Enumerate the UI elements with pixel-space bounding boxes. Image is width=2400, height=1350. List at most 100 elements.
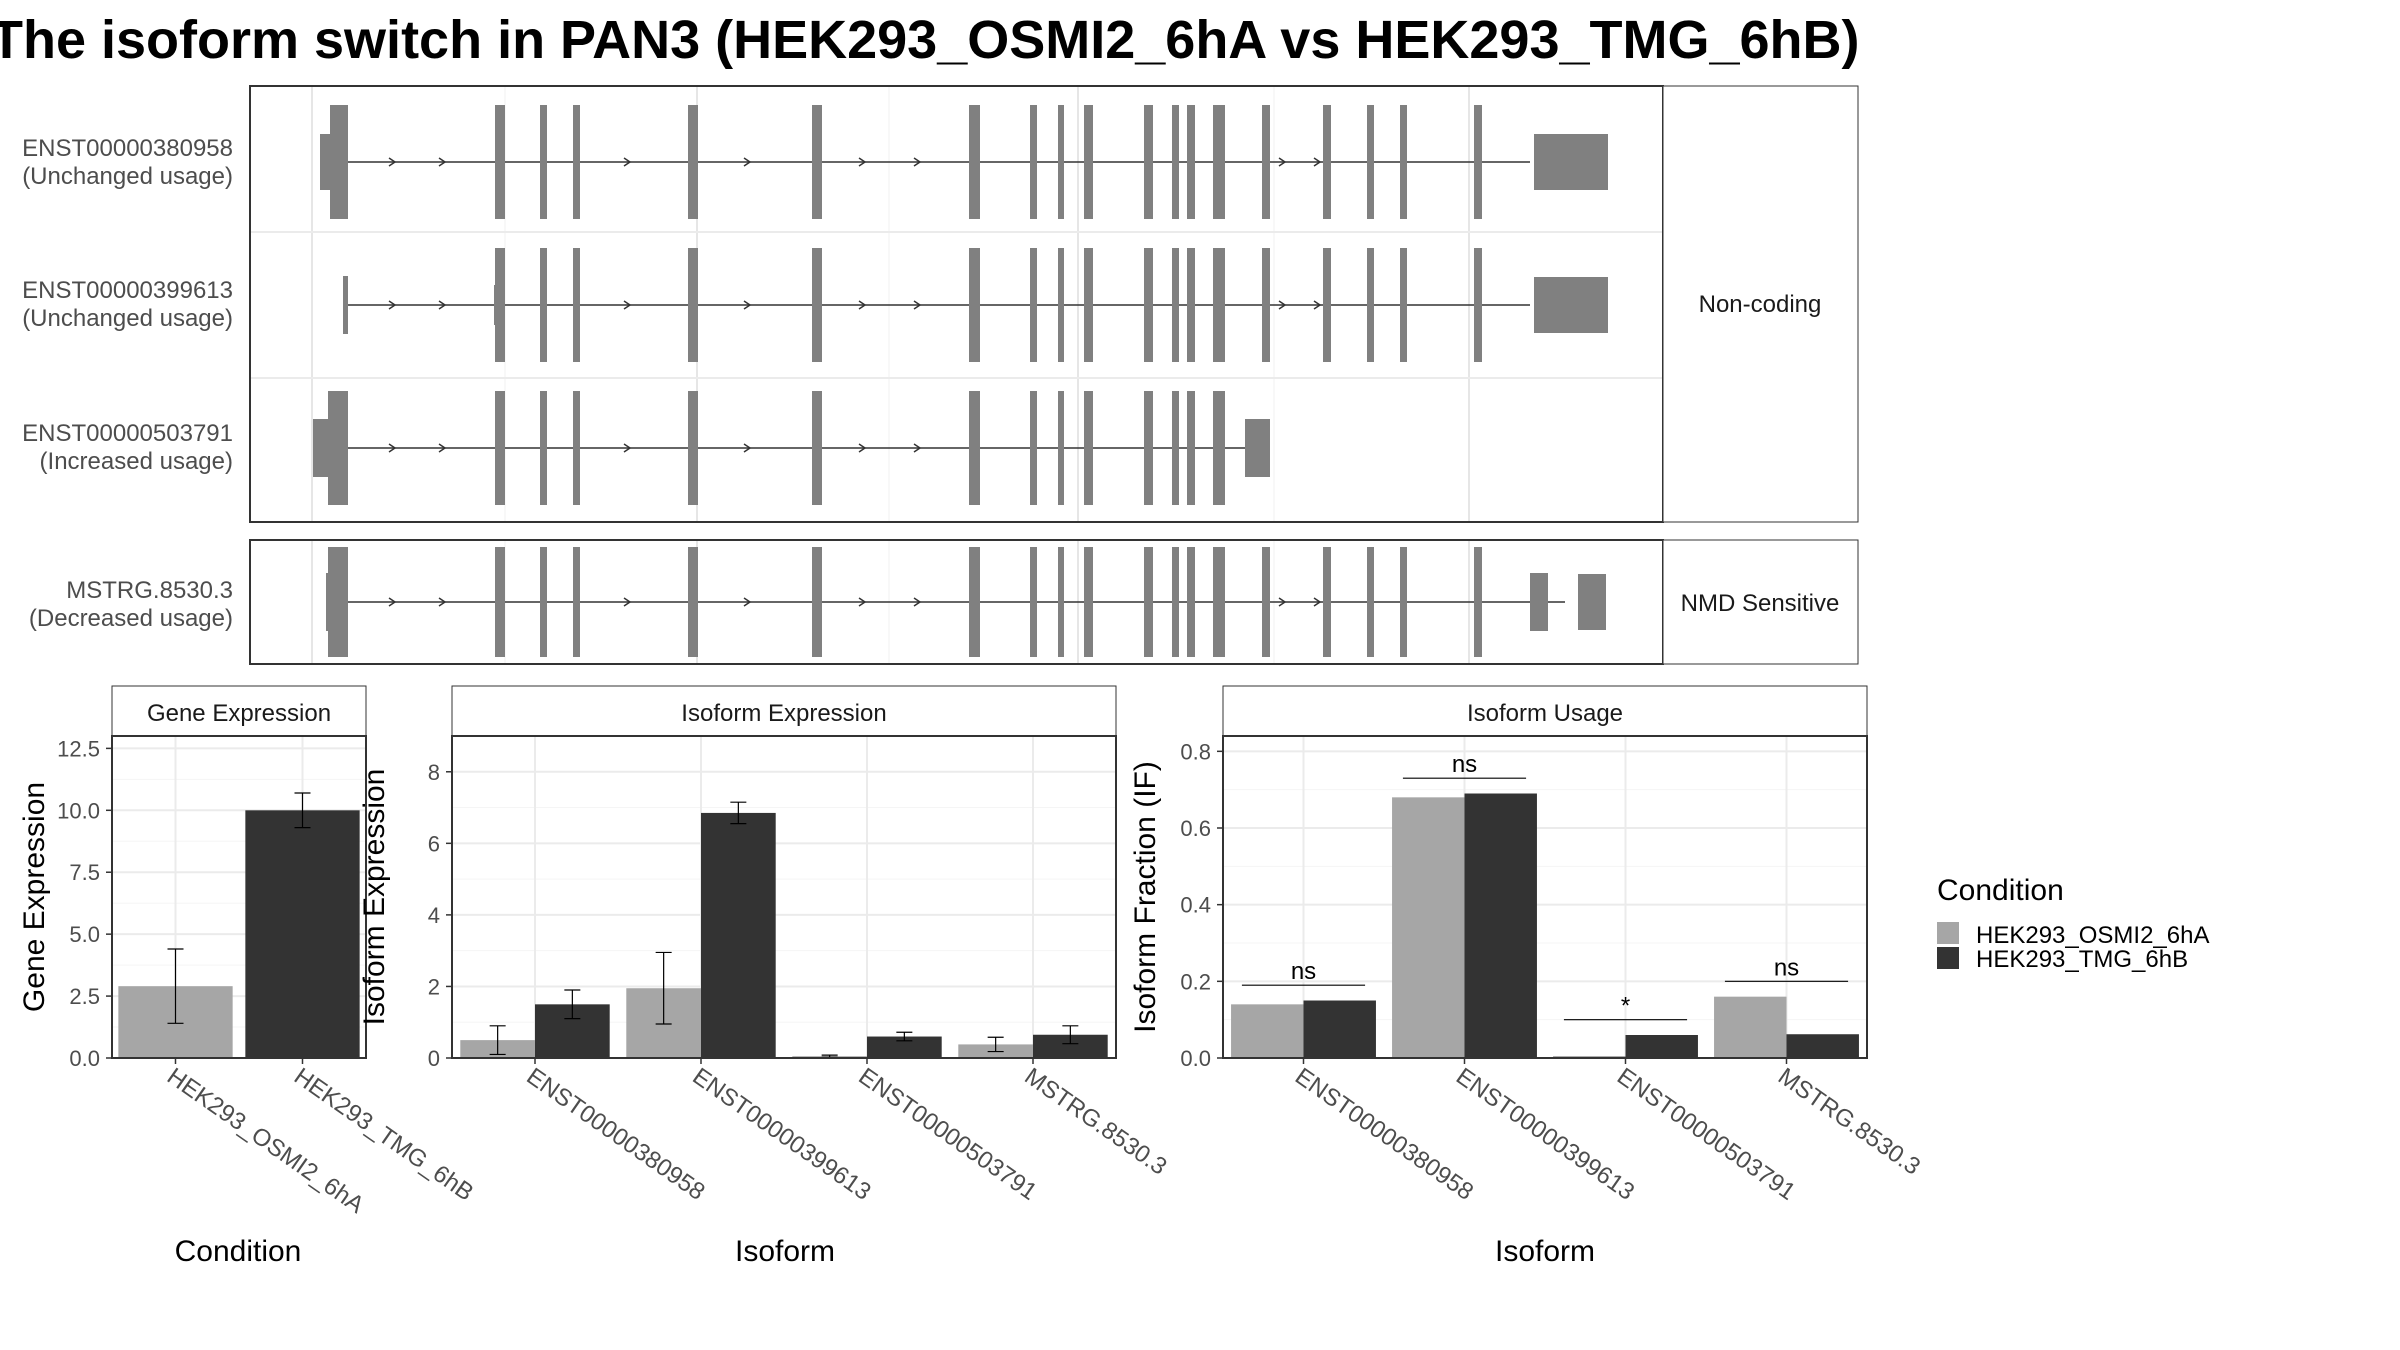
exon <box>343 276 348 334</box>
intron-arrow <box>388 443 397 453</box>
exon <box>573 248 580 362</box>
y-tick-label: 0.4 <box>1180 893 1211 918</box>
exon <box>1400 105 1407 219</box>
transcript-row-3 <box>313 391 1270 505</box>
significance-label: ns <box>1291 958 1316 985</box>
exon <box>1262 547 1270 657</box>
y-tick-label: 0.6 <box>1180 816 1211 841</box>
exon <box>1474 248 1482 362</box>
transcript-id-1: ENST00000380958 <box>22 135 233 162</box>
y-axis-label: Isoform Expression <box>358 769 391 1026</box>
exon <box>495 391 505 505</box>
exon <box>688 248 698 362</box>
exon <box>1144 248 1153 362</box>
exon <box>540 391 547 505</box>
exon <box>1474 105 1482 219</box>
transcript-usage-4: (Decreased usage) <box>29 605 233 632</box>
transcript-id-3: ENST00000503791 <box>22 420 233 447</box>
exon <box>812 105 822 219</box>
intron-arrow <box>1313 300 1322 310</box>
bar-HEK293_OSMI2_6hA-MSTRG.8530.3 <box>1714 996 1787 1058</box>
intron-arrow <box>1313 157 1322 167</box>
intron-arrow <box>858 443 867 453</box>
transcript-id-4: MSTRG.8530.3 <box>66 577 233 604</box>
exon <box>1213 248 1225 362</box>
bar-HEK293_OSMI2_6hA-ENST00000399613 <box>1392 797 1465 1058</box>
intron-arrow <box>1278 597 1287 607</box>
chart-panel-2: Isoform Expression02468ENST00000380958EN… <box>358 685 1172 1268</box>
exon <box>1172 547 1179 657</box>
exon <box>1367 547 1374 657</box>
x-axis-label: Isoform <box>1495 1235 1595 1268</box>
exon <box>812 547 822 657</box>
exon <box>1058 248 1064 362</box>
significance-label: * <box>1621 993 1630 1020</box>
significance-label: ns <box>1452 751 1477 778</box>
exon <box>1578 574 1606 630</box>
y-axis-label: Isoform Fraction (IF) <box>1129 761 1162 1033</box>
exon <box>1172 391 1179 505</box>
exon <box>1172 248 1179 362</box>
transcript-rows <box>313 105 1608 657</box>
y-tick-label: 0 <box>428 1046 440 1071</box>
exon <box>495 105 505 219</box>
chart-title: Isoform Usage <box>1467 700 1623 727</box>
structure-grid <box>250 86 1663 664</box>
error-bar <box>564 989 581 1020</box>
exon <box>1534 134 1608 190</box>
exon <box>969 248 980 362</box>
bars: ns ns * ns <box>1231 751 1859 1058</box>
error-bar <box>294 792 311 829</box>
legend-label-b: HEK293_TMG_6hB <box>1976 946 2188 973</box>
intron-arrow <box>858 597 867 607</box>
bars <box>118 792 360 1058</box>
intron-arrow <box>743 443 752 453</box>
exon <box>1534 277 1608 333</box>
x-tick-label: ENST00000503791 <box>854 1063 1042 1206</box>
legend: Condition HEK293_OSMI2_6hA HEK293_TMG_6h… <box>1937 874 2209 973</box>
intron-arrow <box>913 443 922 453</box>
facet-label-nmd: NMD Sensitive <box>1681 590 1840 617</box>
exon <box>1144 547 1153 657</box>
chart-strip <box>1222 685 1868 737</box>
chart-title: Isoform Expression <box>681 700 886 727</box>
exon <box>1144 391 1153 505</box>
error-bar <box>489 1025 506 1056</box>
exon <box>1323 105 1331 219</box>
exon <box>1367 248 1374 362</box>
exon <box>1144 105 1153 219</box>
intron-arrow <box>623 597 632 607</box>
chart-panel-3: Isoform Usage ns ns * ns 0.0 0.2 0.4 0.6 0.8 ENST0… <box>1129 685 1925 1268</box>
intron-arrow <box>913 157 922 167</box>
intron-arrow <box>623 443 632 453</box>
exon <box>1030 248 1037 362</box>
exon <box>1400 248 1407 362</box>
error-bar <box>730 801 747 825</box>
intron-arrow <box>858 157 867 167</box>
transcript-row-1 <box>320 105 1608 219</box>
exon <box>540 248 547 362</box>
x-tick-label: ENST00000503791 <box>1612 1063 1800 1206</box>
exon <box>573 105 580 219</box>
y-tick-label: 8 <box>428 760 440 785</box>
figure-title: The isoform switch in PAN3 (HEK293_OSMI2… <box>0 10 1860 70</box>
exon <box>328 391 348 505</box>
intron-arrow <box>388 157 397 167</box>
exon <box>573 391 580 505</box>
intron-arrow <box>438 597 447 607</box>
transcript-row-4 <box>326 547 1606 657</box>
intron-arrow <box>388 597 397 607</box>
exon <box>1187 391 1195 505</box>
chart-title: Gene Expression <box>147 700 331 727</box>
exon <box>540 105 547 219</box>
intron-arrow <box>1278 157 1287 167</box>
exon <box>1213 547 1225 657</box>
exon <box>1262 105 1270 219</box>
transcript-row-2 <box>343 248 1608 362</box>
legend-title: Condition <box>1937 874 2064 907</box>
error-bar <box>1062 1025 1079 1045</box>
exon <box>313 419 328 477</box>
facet-label-noncoding: Non-coding <box>1699 291 1822 318</box>
y-tick-label: 6 <box>428 831 440 856</box>
